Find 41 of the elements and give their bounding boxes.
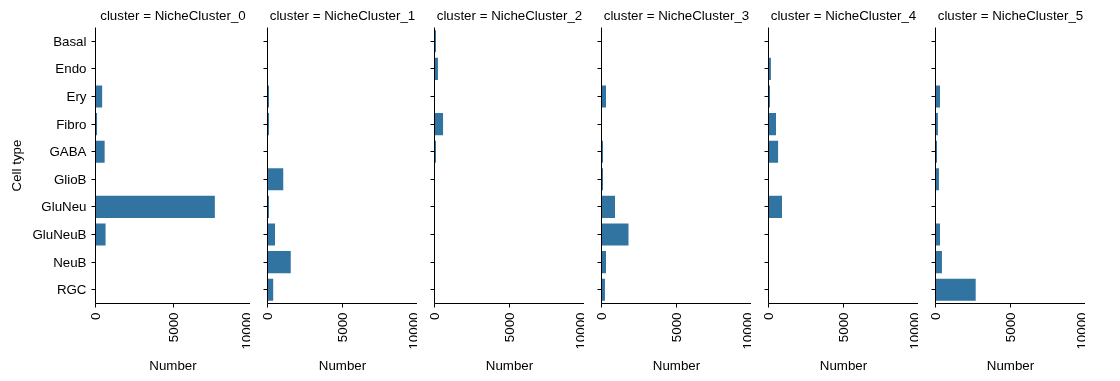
y-tick-label: Basal — [53, 33, 87, 49]
x-tick-label: 0 — [88, 312, 103, 320]
y-tick-label: Ery — [66, 89, 87, 104]
x-tick-label: 0 — [761, 312, 776, 320]
x-tick-label: 5000 — [502, 312, 517, 343]
x-tick-label: 5000 — [836, 312, 851, 343]
x-tick-label: 5000 — [335, 312, 350, 343]
x-tick-label: 10000 — [572, 312, 588, 350]
x-axis-title: Number — [318, 357, 367, 373]
x-tick-label: 10000 — [238, 312, 254, 350]
x-axis-title: Number — [652, 357, 701, 373]
x-axis-title: Number — [485, 357, 534, 373]
chart-title: cluster = NicheCluster_1 — [269, 7, 416, 23]
x-axis-title: Number — [149, 357, 198, 373]
chart-title: cluster = NicheCluster_4 — [770, 7, 917, 23]
x-tick-label: 10000 — [1073, 312, 1089, 350]
y-tick-label: GluNeu — [41, 199, 87, 215]
y-tick-label: NeuB — [53, 254, 87, 270]
y-tick-label: GlioB — [53, 171, 87, 187]
x-tick-label: 10000 — [739, 312, 755, 350]
chart-title: cluster = NicheCluster_3 — [603, 7, 750, 23]
y-tick-label: GABA — [49, 144, 87, 160]
x-tick-label: 0 — [594, 312, 609, 320]
x-axis-title: Number — [819, 357, 868, 373]
x-tick-label: 10000 — [906, 312, 922, 350]
x-tick-label: 5000 — [165, 312, 181, 343]
x-tick-label: 0 — [928, 312, 943, 320]
y-tick-label: GluNeuB — [32, 227, 87, 242]
chart-title: cluster = NicheCluster_0 — [100, 7, 246, 23]
chart-title: cluster = NicheCluster_2 — [436, 7, 583, 23]
y-tick-label: Endo — [55, 61, 87, 77]
x-axis-title: Number — [986, 357, 1035, 373]
x-tick-label: 10000 — [405, 312, 421, 350]
y-axis-title: Cell type — [9, 139, 25, 192]
x-tick-label: 5000 — [669, 312, 684, 343]
x-tick-label: 0 — [260, 312, 275, 320]
chart-title: cluster = NicheCluster_5 — [937, 7, 1084, 23]
x-tick-label: 5000 — [1003, 312, 1018, 343]
y-tick-label: RGC — [56, 282, 87, 298]
x-tick-label: 0 — [427, 312, 442, 320]
y-tick-label: Fibro — [56, 116, 87, 132]
